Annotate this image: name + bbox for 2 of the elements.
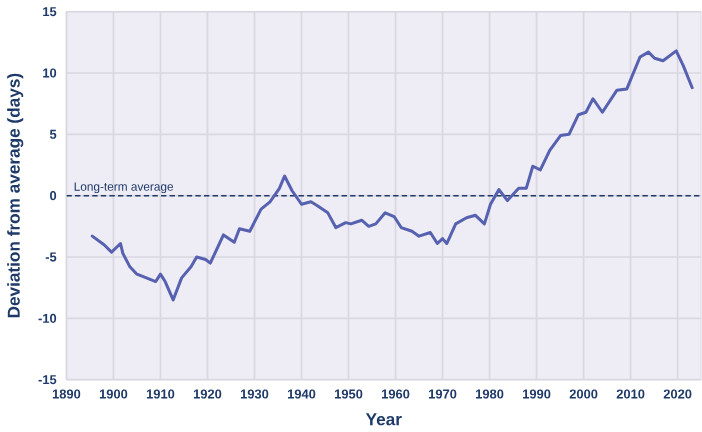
y-axis-title: Deviation from average (days) bbox=[7, 73, 24, 318]
x-axis-title: Year bbox=[365, 413, 402, 426]
